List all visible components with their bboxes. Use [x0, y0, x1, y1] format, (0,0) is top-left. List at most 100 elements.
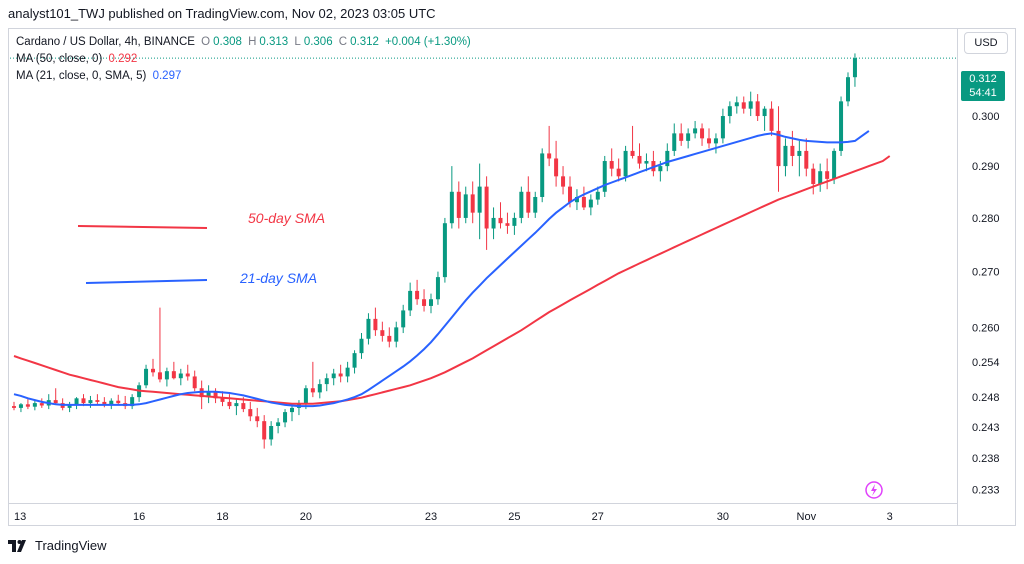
candle-body [568, 186, 572, 203]
candle-body [602, 161, 607, 192]
currency-button[interactable]: USD [964, 32, 1008, 54]
candle-body [290, 407, 294, 413]
candle-body [554, 158, 559, 177]
candle-body [839, 101, 844, 151]
candle-body [157, 372, 162, 380]
candle-body [595, 191, 600, 200]
candle-body [505, 223, 510, 226]
legend-symbol[interactable]: Cardano / US Dollar, 4h, BINANCE [16, 36, 195, 48]
candle-body [408, 290, 413, 311]
candle-body [213, 392, 218, 399]
candle-body [581, 196, 586, 208]
legend-ma21-row[interactable]: MA (21, close, 0, SMA, 5) 0.297 [16, 68, 474, 85]
legend-low-value: 0.306 [303, 36, 333, 48]
candle-body [352, 353, 357, 368]
candle-body [512, 217, 517, 226]
legend-close-value: 0.312 [350, 36, 379, 48]
y-tick-label: 0.243 [972, 422, 1000, 434]
candle-body [81, 398, 86, 404]
candle-body [790, 145, 795, 156]
candle-body [220, 398, 225, 402]
x-tick-label: 25 [508, 511, 520, 523]
candle-body [32, 403, 37, 407]
candle-body [241, 403, 246, 410]
candle-body [491, 217, 496, 229]
legend-ma50-row[interactable]: MA (50, close, 0) 0.292 [16, 51, 474, 68]
candle-body [39, 403, 44, 406]
y-tick-label: 0.270 [972, 267, 1000, 279]
x-tick-label: 23 [425, 511, 437, 523]
bar-countdown: 54:41 [969, 87, 997, 99]
price-axis-divider [957, 28, 958, 526]
x-tick-label: 3 [887, 511, 893, 523]
candle-body [345, 367, 350, 377]
publish-line: analyst101_TWJ published on TradingView.… [8, 6, 436, 21]
candle-body [727, 106, 732, 117]
legend-ma50-value: 0.292 [108, 53, 138, 65]
x-tick-label: 27 [592, 511, 604, 523]
x-tick-label: 20 [300, 511, 312, 523]
candle-body [380, 330, 385, 336]
candle-body [852, 58, 857, 78]
candle-body [227, 401, 232, 407]
candle-body [658, 166, 663, 172]
candle-body [171, 371, 176, 379]
candle-body [741, 102, 746, 109]
annotation-sma21-label: 21-day SMA [239, 270, 317, 286]
candle-body [12, 406, 16, 408]
candle-body [686, 133, 691, 141]
candle-body [429, 299, 433, 306]
candle-body [276, 422, 281, 426]
candle-body [262, 421, 267, 440]
candle-body [116, 400, 121, 404]
candle-body [547, 153, 552, 159]
candle-body [269, 426, 274, 440]
candle-body [192, 376, 197, 389]
candle-body [234, 403, 239, 407]
candle-body [609, 161, 614, 169]
legend-ohlc-row: Cardano / US Dollar, 4h, BINANCE O 0.308 … [16, 34, 474, 51]
legend-ma50-label: MA (50, close, 0) [16, 53, 103, 65]
candle-body [88, 400, 93, 404]
candle-body [526, 191, 531, 213]
sma50-line [13, 155, 891, 405]
footer-brand[interactable]: TradingView [8, 538, 107, 553]
candle-body [283, 412, 288, 423]
candle-body [762, 108, 767, 117]
candle-body [422, 299, 427, 306]
y-tick-label: 0.248 [972, 392, 1000, 404]
candle-body [797, 150, 802, 156]
candle-body [331, 373, 336, 379]
legend-open-value: 0.308 [213, 36, 242, 48]
lightning-icon [871, 484, 877, 496]
candle-body [574, 196, 579, 203]
candle-body [832, 150, 837, 179]
y-tick-label: 0.300 [972, 111, 1000, 123]
x-tick-label: 18 [216, 511, 228, 523]
candle-body [415, 290, 420, 300]
candle-body [818, 171, 823, 185]
candle-body [144, 368, 149, 386]
legend-ma21-value: 0.297 [152, 70, 182, 82]
legend-high-value: 0.313 [259, 36, 289, 48]
candle-body [255, 416, 260, 422]
candle-body [700, 128, 705, 139]
chart-legend: Cardano / US Dollar, 4h, BINANCE O 0.308 … [16, 34, 474, 85]
candle-body [804, 150, 809, 169]
candle-body [665, 150, 670, 167]
candle-body [338, 373, 343, 377]
chart-frame[interactable] [8, 28, 1016, 526]
tradingview-logo-icon [8, 539, 26, 552]
candle-body [776, 130, 781, 167]
annotation-sma50-label: 50-day SMA [248, 210, 325, 226]
candle-body [248, 409, 253, 417]
candle-body [366, 318, 371, 339]
candle-body [769, 108, 774, 131]
candle-body [449, 191, 454, 224]
candle-body [310, 388, 315, 393]
candle-body [679, 133, 684, 141]
candle-body [672, 133, 677, 151]
annotation-sma50-line [77, 225, 208, 229]
candle-body [540, 153, 545, 197]
